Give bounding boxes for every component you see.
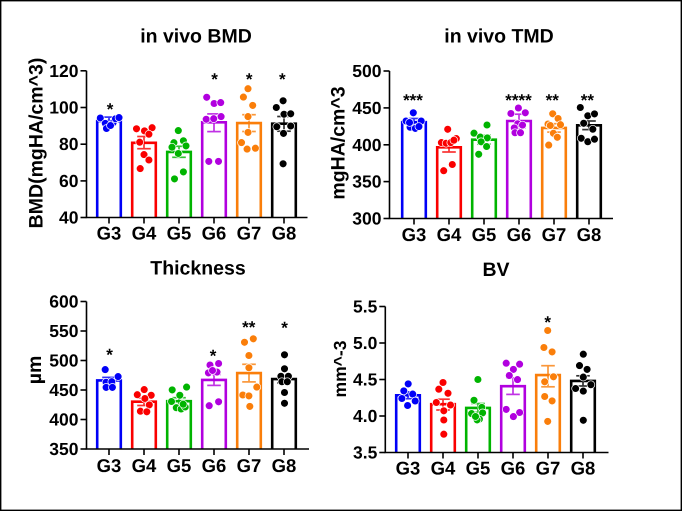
svg-text:G4: G4: [132, 455, 157, 476]
svg-text:*: *: [211, 70, 218, 89]
svg-text:*: *: [106, 346, 113, 365]
svg-text:G5: G5: [466, 458, 491, 479]
svg-text:G3: G3: [97, 223, 122, 244]
svg-text:G7: G7: [536, 458, 561, 479]
svg-text:G6: G6: [202, 455, 227, 476]
svg-text:**: **: [242, 318, 256, 337]
svg-text:G6: G6: [202, 223, 227, 244]
svg-text:60: 60: [59, 171, 79, 191]
svg-text:in vivo BMD: in vivo BMD: [140, 26, 252, 48]
svg-text:G5: G5: [167, 223, 192, 244]
svg-text:BMD(mgHA/cm^3): BMD(mgHA/cm^3): [26, 58, 48, 229]
svg-text:G6: G6: [501, 458, 526, 479]
svg-text:G8: G8: [577, 224, 602, 245]
svg-text:5.5: 5.5: [353, 297, 378, 317]
svg-text:Thickness: Thickness: [150, 258, 246, 280]
svg-text:**: **: [581, 91, 595, 110]
svg-text:G3: G3: [402, 224, 427, 245]
svg-text:G5: G5: [167, 455, 192, 476]
svg-text:350: 350: [352, 172, 381, 192]
svg-text:80: 80: [59, 134, 79, 154]
svg-text:550: 550: [49, 321, 78, 341]
svg-text:4.5: 4.5: [353, 370, 378, 390]
svg-text:G4: G4: [431, 458, 456, 479]
svg-text:600: 600: [49, 292, 78, 312]
svg-text:*: *: [544, 313, 551, 332]
svg-text:mgHA/cm^3: mgHA/cm^3: [328, 86, 350, 199]
svg-text:3.5: 3.5: [353, 443, 378, 463]
svg-text:mm^-3: mm^-3: [330, 340, 350, 397]
svg-text:300: 300: [352, 209, 381, 229]
svg-text:G4: G4: [132, 223, 157, 244]
svg-text:G7: G7: [542, 224, 567, 245]
svg-text:in vivo TMD: in vivo TMD: [444, 26, 553, 48]
svg-text:4.0: 4.0: [353, 406, 378, 426]
svg-text:500: 500: [49, 351, 78, 371]
svg-text:µm: µm: [24, 356, 46, 385]
svg-text:500: 500: [352, 61, 381, 81]
svg-text:400: 400: [49, 410, 78, 430]
svg-text:350: 350: [49, 439, 78, 459]
svg-text:*: *: [281, 319, 288, 338]
svg-text:100: 100: [49, 98, 78, 118]
svg-text:5.0: 5.0: [353, 333, 378, 353]
svg-text:G8: G8: [272, 223, 297, 244]
svg-text:450: 450: [352, 98, 381, 118]
svg-text:40: 40: [59, 208, 79, 228]
svg-text:G8: G8: [571, 458, 596, 479]
svg-text:450: 450: [49, 380, 78, 400]
svg-text:400: 400: [352, 135, 381, 155]
svg-text:***: ***: [403, 91, 423, 110]
svg-text:BV: BV: [482, 259, 509, 281]
svg-text:*: *: [107, 100, 114, 119]
svg-text:G5: G5: [472, 224, 497, 245]
svg-text:*: *: [279, 70, 286, 89]
svg-text:**: **: [546, 91, 560, 110]
svg-text:****: ****: [505, 91, 532, 110]
svg-text:*: *: [246, 70, 253, 89]
svg-text:120: 120: [49, 61, 78, 81]
svg-text:G7: G7: [237, 223, 262, 244]
svg-text:G8: G8: [272, 455, 297, 476]
svg-text:G7: G7: [237, 455, 262, 476]
svg-text:*: *: [210, 347, 217, 366]
svg-text:G4: G4: [437, 224, 462, 245]
svg-text:G6: G6: [507, 224, 532, 245]
svg-text:G3: G3: [97, 455, 122, 476]
svg-text:G3: G3: [396, 458, 421, 479]
